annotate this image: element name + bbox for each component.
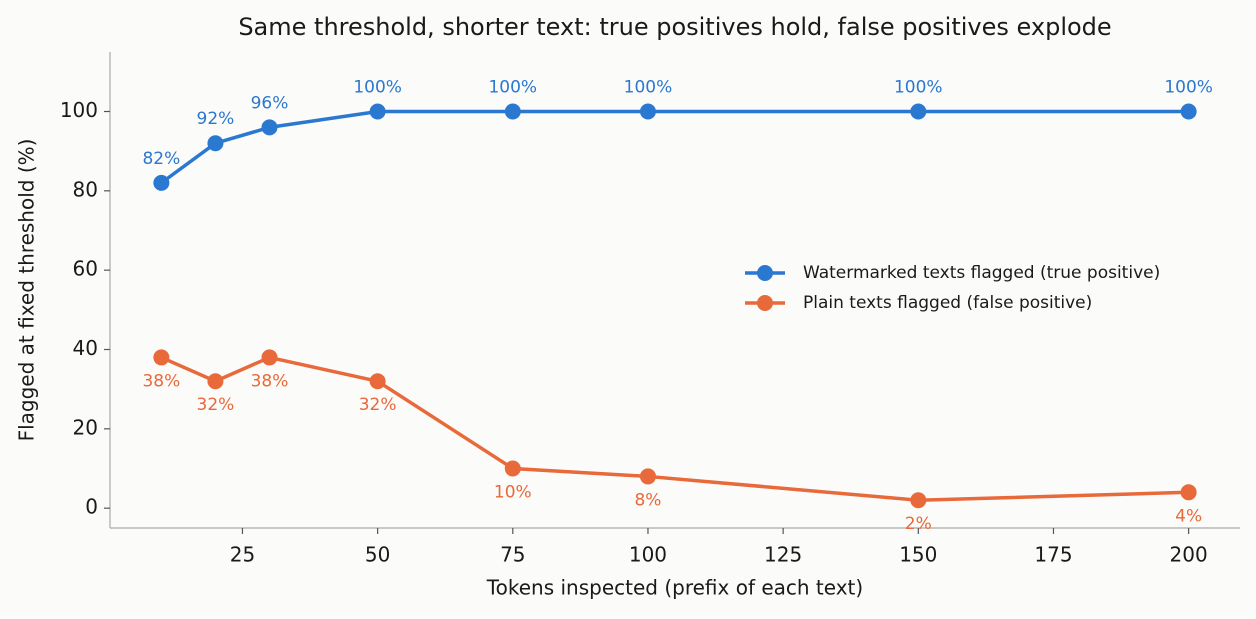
point	[369, 103, 386, 120]
value-label: 38%	[251, 371, 289, 391]
value-label: 32%	[359, 395, 397, 415]
point	[1180, 484, 1197, 501]
value-label: 32%	[197, 395, 235, 415]
value-label: 4%	[1175, 506, 1202, 526]
point	[910, 492, 927, 509]
x-tick-label: 50	[365, 543, 390, 567]
point	[261, 349, 278, 366]
value-label: 82%	[142, 149, 180, 169]
value-label: 96%	[251, 93, 289, 113]
point	[910, 103, 927, 120]
x-tick-label: 150	[899, 543, 937, 567]
x-tick-label: 100	[629, 543, 667, 567]
legend-marker	[757, 265, 773, 281]
value-label: 100%	[1164, 78, 1213, 98]
y-tick-label: 40	[73, 336, 98, 360]
point	[504, 103, 521, 120]
value-label: 38%	[142, 371, 180, 391]
x-tick-label: 175	[1034, 543, 1072, 567]
x-tick-label: 25	[230, 543, 255, 567]
point	[639, 468, 656, 485]
point	[207, 135, 224, 152]
chart-title: Same threshold, shorter text: true posit…	[238, 13, 1111, 41]
y-tick-label: 60	[73, 257, 98, 281]
point	[1180, 103, 1197, 120]
point	[261, 119, 278, 136]
point	[504, 460, 521, 477]
point	[207, 373, 224, 390]
y-tick-label: 20	[73, 415, 98, 439]
y-tick-label: 0	[85, 495, 98, 519]
value-label: 92%	[197, 109, 235, 129]
value-label: 100%	[488, 78, 537, 98]
value-label: 2%	[905, 514, 932, 534]
series-line	[160, 109, 1189, 185]
point	[153, 349, 170, 366]
y-tick-label: 80	[73, 177, 98, 201]
value-label: 10%	[494, 483, 532, 503]
value-label: 100%	[624, 78, 673, 98]
x-axis-label: Tokens inspected (prefix of each text)	[486, 576, 863, 600]
series-line	[160, 355, 1189, 502]
value-label: 100%	[894, 78, 943, 98]
point	[639, 103, 656, 120]
y-tick-label: 100	[60, 98, 98, 122]
value-label: 100%	[353, 78, 402, 98]
legend-label: Watermarked texts flagged (true positive…	[803, 263, 1160, 283]
value-label: 8%	[634, 490, 661, 510]
legend-label: Plain texts flagged (false positive)	[803, 293, 1092, 313]
point	[369, 373, 386, 390]
legend-marker	[757, 295, 773, 311]
y-axis-label: Flagged at fixed threshold (%)	[15, 139, 39, 442]
point	[153, 174, 170, 191]
x-tick-label: 125	[764, 543, 802, 567]
x-tick-label: 75	[500, 543, 525, 567]
x-tick-label: 200	[1170, 543, 1208, 567]
